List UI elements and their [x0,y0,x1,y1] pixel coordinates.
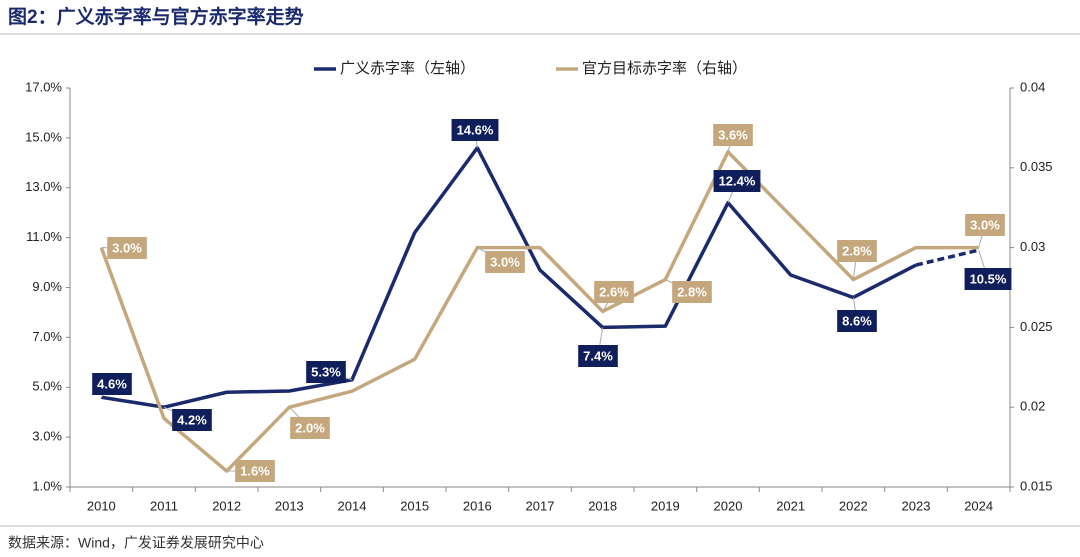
value-label-bg [107,237,147,259]
value-label-bg [713,124,753,146]
x-tick-label: 2012 [212,498,241,513]
y-tick-label: 17.0% [25,79,62,94]
x-tick-label: 2021 [776,498,805,513]
value-label: 2.8% [677,284,707,299]
y-tick-label: 15.0% [25,129,62,144]
x-tick-label: 2016 [463,498,492,513]
value-label-box: 2.0% [290,417,330,439]
x-tick-label: 2023 [902,498,931,513]
y-tick-label: 5.0% [32,379,62,394]
value-label: 2.6% [599,284,629,299]
source: 数据来源：Wind，广发证券发展研究中心 [8,535,264,551]
value-label: 2.0% [295,420,325,435]
value-label-bg [837,240,877,262]
chart-title: 图2：广义赤字率与官方赤字率走势 [8,5,304,28]
value-label-box: 2.8% [837,240,877,262]
y2-tick-label: 0.04 [1020,79,1045,94]
x-tick-label: 2022 [839,498,868,513]
value-label-box: 10.5% [964,268,1012,290]
value-label-box: 3.0% [485,251,525,273]
value-label: 1.6% [240,463,270,478]
value-label-bg [290,417,330,439]
y-tick-label: 1.0% [32,478,62,493]
value-label: 4.6% [97,376,127,391]
value-label-box: 4.2% [172,409,212,431]
value-label: 3.0% [970,217,1000,232]
value-label-bg [672,281,712,303]
value-label-box: 3.6% [713,124,753,146]
y-tick-label: 13.0% [25,179,62,194]
value-label: 3.0% [112,240,142,255]
value-label-bg [837,310,877,332]
x-tick-label: 2018 [588,498,617,513]
legend-label: 官方目标赤字率（右轴） [582,60,747,77]
value-label: 3.6% [718,127,748,142]
value-label-bg [235,460,275,482]
value-label-bg [451,119,499,141]
y2-tick-label: 0.03 [1020,239,1045,254]
y-tick-label: 3.0% [32,429,62,444]
y2-tick-label: 0.02 [1020,399,1045,414]
value-label: 14.6% [457,122,494,137]
value-label-box: 7.4% [578,345,618,367]
value-label-bg [594,281,634,303]
value-label: 5.3% [311,364,341,379]
x-tick-label: 2015 [400,498,429,513]
y-tick-label: 9.0% [32,279,62,294]
value-label-box: 3.0% [965,214,1005,236]
value-label-bg [172,409,212,431]
value-label-box: 5.3% [306,361,346,383]
y-tick-label: 7.0% [32,329,62,344]
x-tick-label: 2024 [964,498,993,513]
value-label-box: 2.8% [672,281,712,303]
value-label-box: 3.0% [107,237,147,259]
x-tick-label: 2011 [150,498,178,513]
value-label: 10.5% [970,271,1007,286]
y2-tick-label: 0.025 [1020,319,1053,334]
value-label: 7.4% [583,348,613,363]
value-label-bg [92,373,132,395]
legend-label: 广义赤字率（左轴） [340,60,475,77]
x-tick-label: 2020 [714,498,743,513]
value-label: 4.2% [177,412,207,427]
value-label-box: 4.6% [92,373,132,395]
series-line-dashed [915,248,980,267]
y2-tick-label: 0.015 [1020,478,1053,493]
value-label-box: 12.4% [713,170,761,192]
value-label-box: 8.6% [837,310,877,332]
value-label: 2.8% [842,243,872,258]
x-tick-label: 2019 [651,498,680,513]
x-tick-label: 2010 [87,498,116,513]
value-label: 12.4% [719,173,756,188]
value-label-bg [578,345,618,367]
value-label-box: 2.6% [594,281,634,303]
x-tick-label: 2017 [526,498,555,513]
value-label-box: 1.6% [235,460,275,482]
x-tick-label: 2014 [338,498,367,513]
value-label-bg [485,251,525,273]
series-line [99,150,979,473]
series-line [101,146,917,409]
value-label-bg [713,170,761,192]
value-label-bg [964,268,1012,290]
value-label-bg [965,214,1005,236]
value-label-box: 14.6% [451,119,499,141]
value-label: 3.0% [490,254,520,269]
y-tick-label: 11.0% [26,229,62,244]
value-label: 8.6% [842,313,872,328]
y2-tick-label: 0.035 [1020,159,1053,174]
x-tick-label: 2013 [275,498,304,513]
value-label-bg [306,361,346,383]
